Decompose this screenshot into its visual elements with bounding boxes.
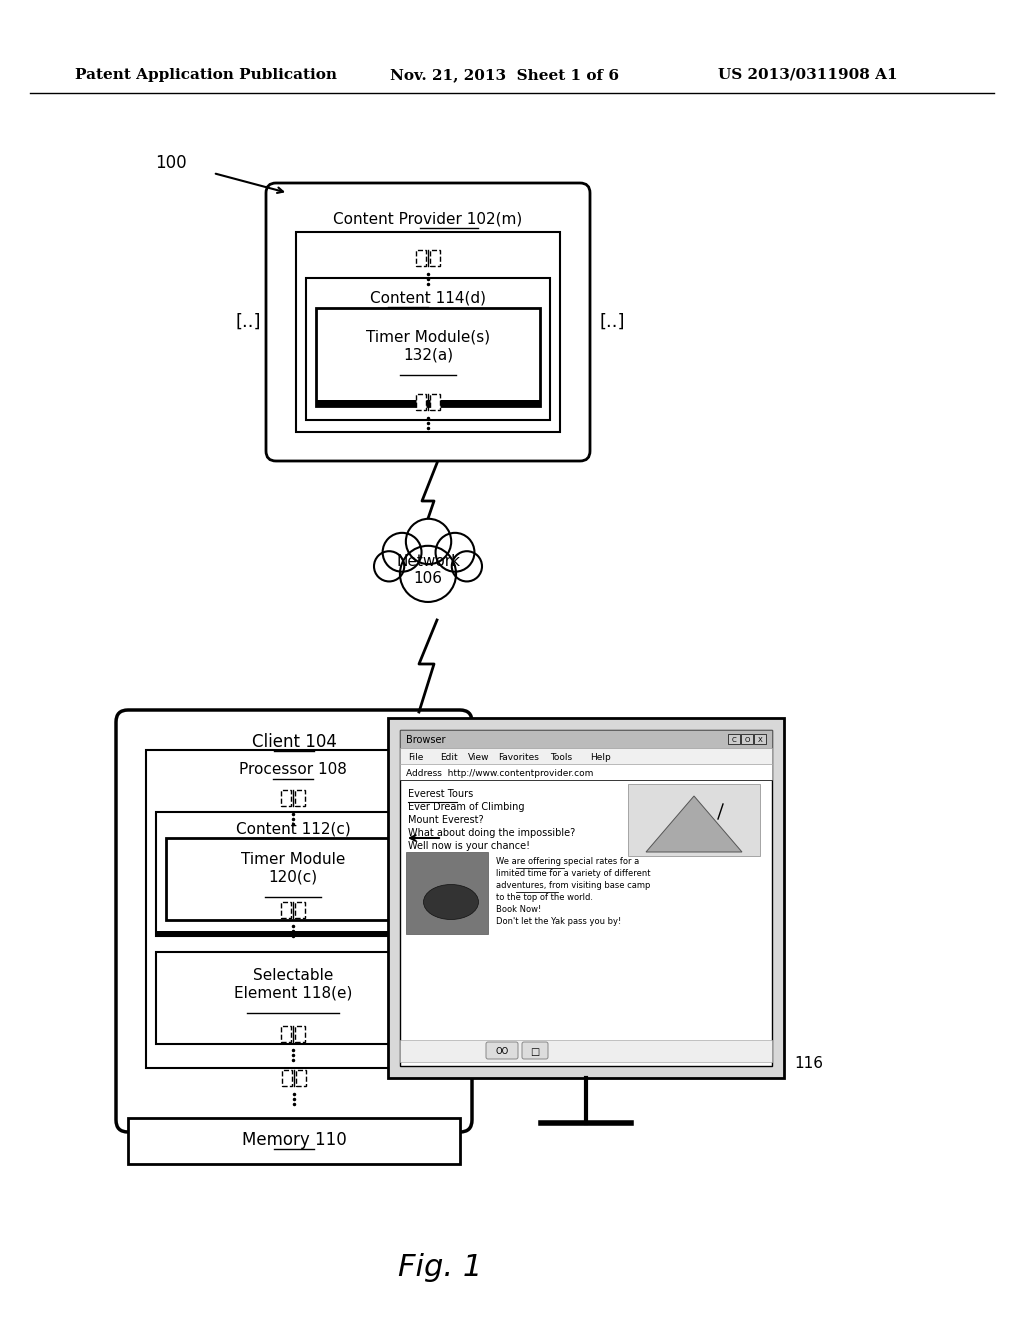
Text: O: O — [744, 737, 750, 743]
Text: US 2013/0311908 A1: US 2013/0311908 A1 — [718, 69, 898, 82]
Text: Don't let the Yak pass you by!: Don't let the Yak pass you by! — [496, 917, 622, 927]
Bar — [430, 393, 440, 411]
Bar — [741, 734, 753, 744]
Circle shape — [374, 552, 404, 581]
Text: 116: 116 — [794, 1056, 823, 1071]
Text: C: C — [731, 737, 736, 743]
FancyBboxPatch shape — [116, 710, 472, 1133]
Bar — [728, 734, 740, 744]
Polygon shape — [646, 796, 742, 851]
Text: Client 104: Client 104 — [252, 733, 337, 751]
Circle shape — [383, 533, 422, 572]
Bar — [430, 249, 440, 267]
Bar — [316, 400, 540, 407]
Text: OO: OO — [496, 1048, 509, 1056]
Circle shape — [406, 519, 452, 564]
Text: Timer Module(s)
132(a): Timer Module(s) 132(a) — [366, 330, 490, 362]
Text: Everest Tours: Everest Tours — [408, 789, 473, 799]
Text: Timer Module
120(c): Timer Module 120(c) — [241, 851, 345, 884]
Text: Browser: Browser — [406, 735, 445, 744]
Text: What about doing the impossible?: What about doing the impossible? — [408, 828, 575, 838]
Text: We are offering special rates for a: We are offering special rates for a — [496, 858, 639, 866]
Bar — [156, 931, 430, 936]
Text: File: File — [408, 752, 423, 762]
FancyBboxPatch shape — [486, 1041, 518, 1059]
Bar — [416, 249, 426, 267]
Text: adventures, from visiting base camp: adventures, from visiting base camp — [496, 882, 650, 891]
Text: Processor 108: Processor 108 — [239, 763, 347, 777]
Bar — [296, 232, 560, 432]
Text: Favorites: Favorites — [498, 752, 539, 762]
Text: □: □ — [530, 1047, 540, 1057]
Text: Content 112(c): Content 112(c) — [236, 821, 350, 837]
Text: Network
106: Network 106 — [396, 554, 460, 586]
Bar — [400, 764, 772, 780]
Text: Well now is your chance!: Well now is your chance! — [408, 841, 530, 851]
Text: Address  http://www.contentprovider.com: Address http://www.contentprovider.com — [406, 768, 593, 777]
Text: [..]: [..] — [236, 313, 261, 331]
Bar — [316, 308, 540, 407]
Bar — [400, 1040, 772, 1063]
Bar — [754, 734, 766, 744]
Text: Content 114(d): Content 114(d) — [370, 290, 486, 305]
Text: Fig. 1: Fig. 1 — [398, 1254, 482, 1283]
Bar — [400, 730, 772, 1067]
Bar — [281, 789, 291, 807]
Bar — [281, 902, 291, 917]
Text: to the top of the world.: to the top of the world. — [496, 894, 593, 903]
Text: Ever Dream of Climbing: Ever Dream of Climbing — [408, 803, 524, 812]
Ellipse shape — [424, 884, 478, 920]
Bar — [128, 1118, 460, 1164]
FancyBboxPatch shape — [266, 183, 590, 461]
Bar — [146, 750, 440, 1068]
Bar — [295, 1026, 305, 1041]
Text: Help: Help — [590, 752, 610, 762]
Bar — [156, 812, 430, 936]
Text: X: X — [758, 737, 763, 743]
Bar — [628, 784, 760, 855]
Text: limited time for a variety of different: limited time for a variety of different — [496, 870, 650, 879]
Text: Edit: Edit — [440, 752, 458, 762]
Text: Book Now!: Book Now! — [496, 906, 542, 915]
Text: 100: 100 — [155, 154, 186, 172]
Bar — [295, 789, 305, 807]
Bar — [400, 748, 772, 764]
Text: Tools: Tools — [550, 752, 572, 762]
Text: Nov. 21, 2013  Sheet 1 of 6: Nov. 21, 2013 Sheet 1 of 6 — [390, 69, 618, 82]
Bar — [295, 902, 305, 917]
Text: Content Provider 102(m): Content Provider 102(m) — [334, 211, 522, 227]
Bar — [400, 730, 772, 748]
Text: Selectable
Element 118(e): Selectable Element 118(e) — [233, 968, 352, 1001]
Text: [..]: [..] — [599, 313, 625, 331]
Bar — [406, 851, 488, 935]
Text: View: View — [468, 752, 489, 762]
Bar — [296, 1071, 306, 1086]
Bar — [306, 279, 550, 420]
Bar — [281, 1026, 291, 1041]
Bar — [416, 393, 426, 411]
Bar — [282, 1071, 292, 1086]
Circle shape — [435, 533, 474, 572]
Bar — [156, 952, 430, 1044]
Text: Patent Application Publication: Patent Application Publication — [75, 69, 337, 82]
FancyBboxPatch shape — [522, 1041, 548, 1059]
Circle shape — [452, 552, 482, 581]
Bar — [388, 718, 784, 1078]
Text: Mount Everest?: Mount Everest? — [408, 814, 483, 825]
Text: Memory 110: Memory 110 — [242, 1131, 346, 1148]
Circle shape — [400, 545, 456, 602]
Bar — [166, 838, 420, 920]
